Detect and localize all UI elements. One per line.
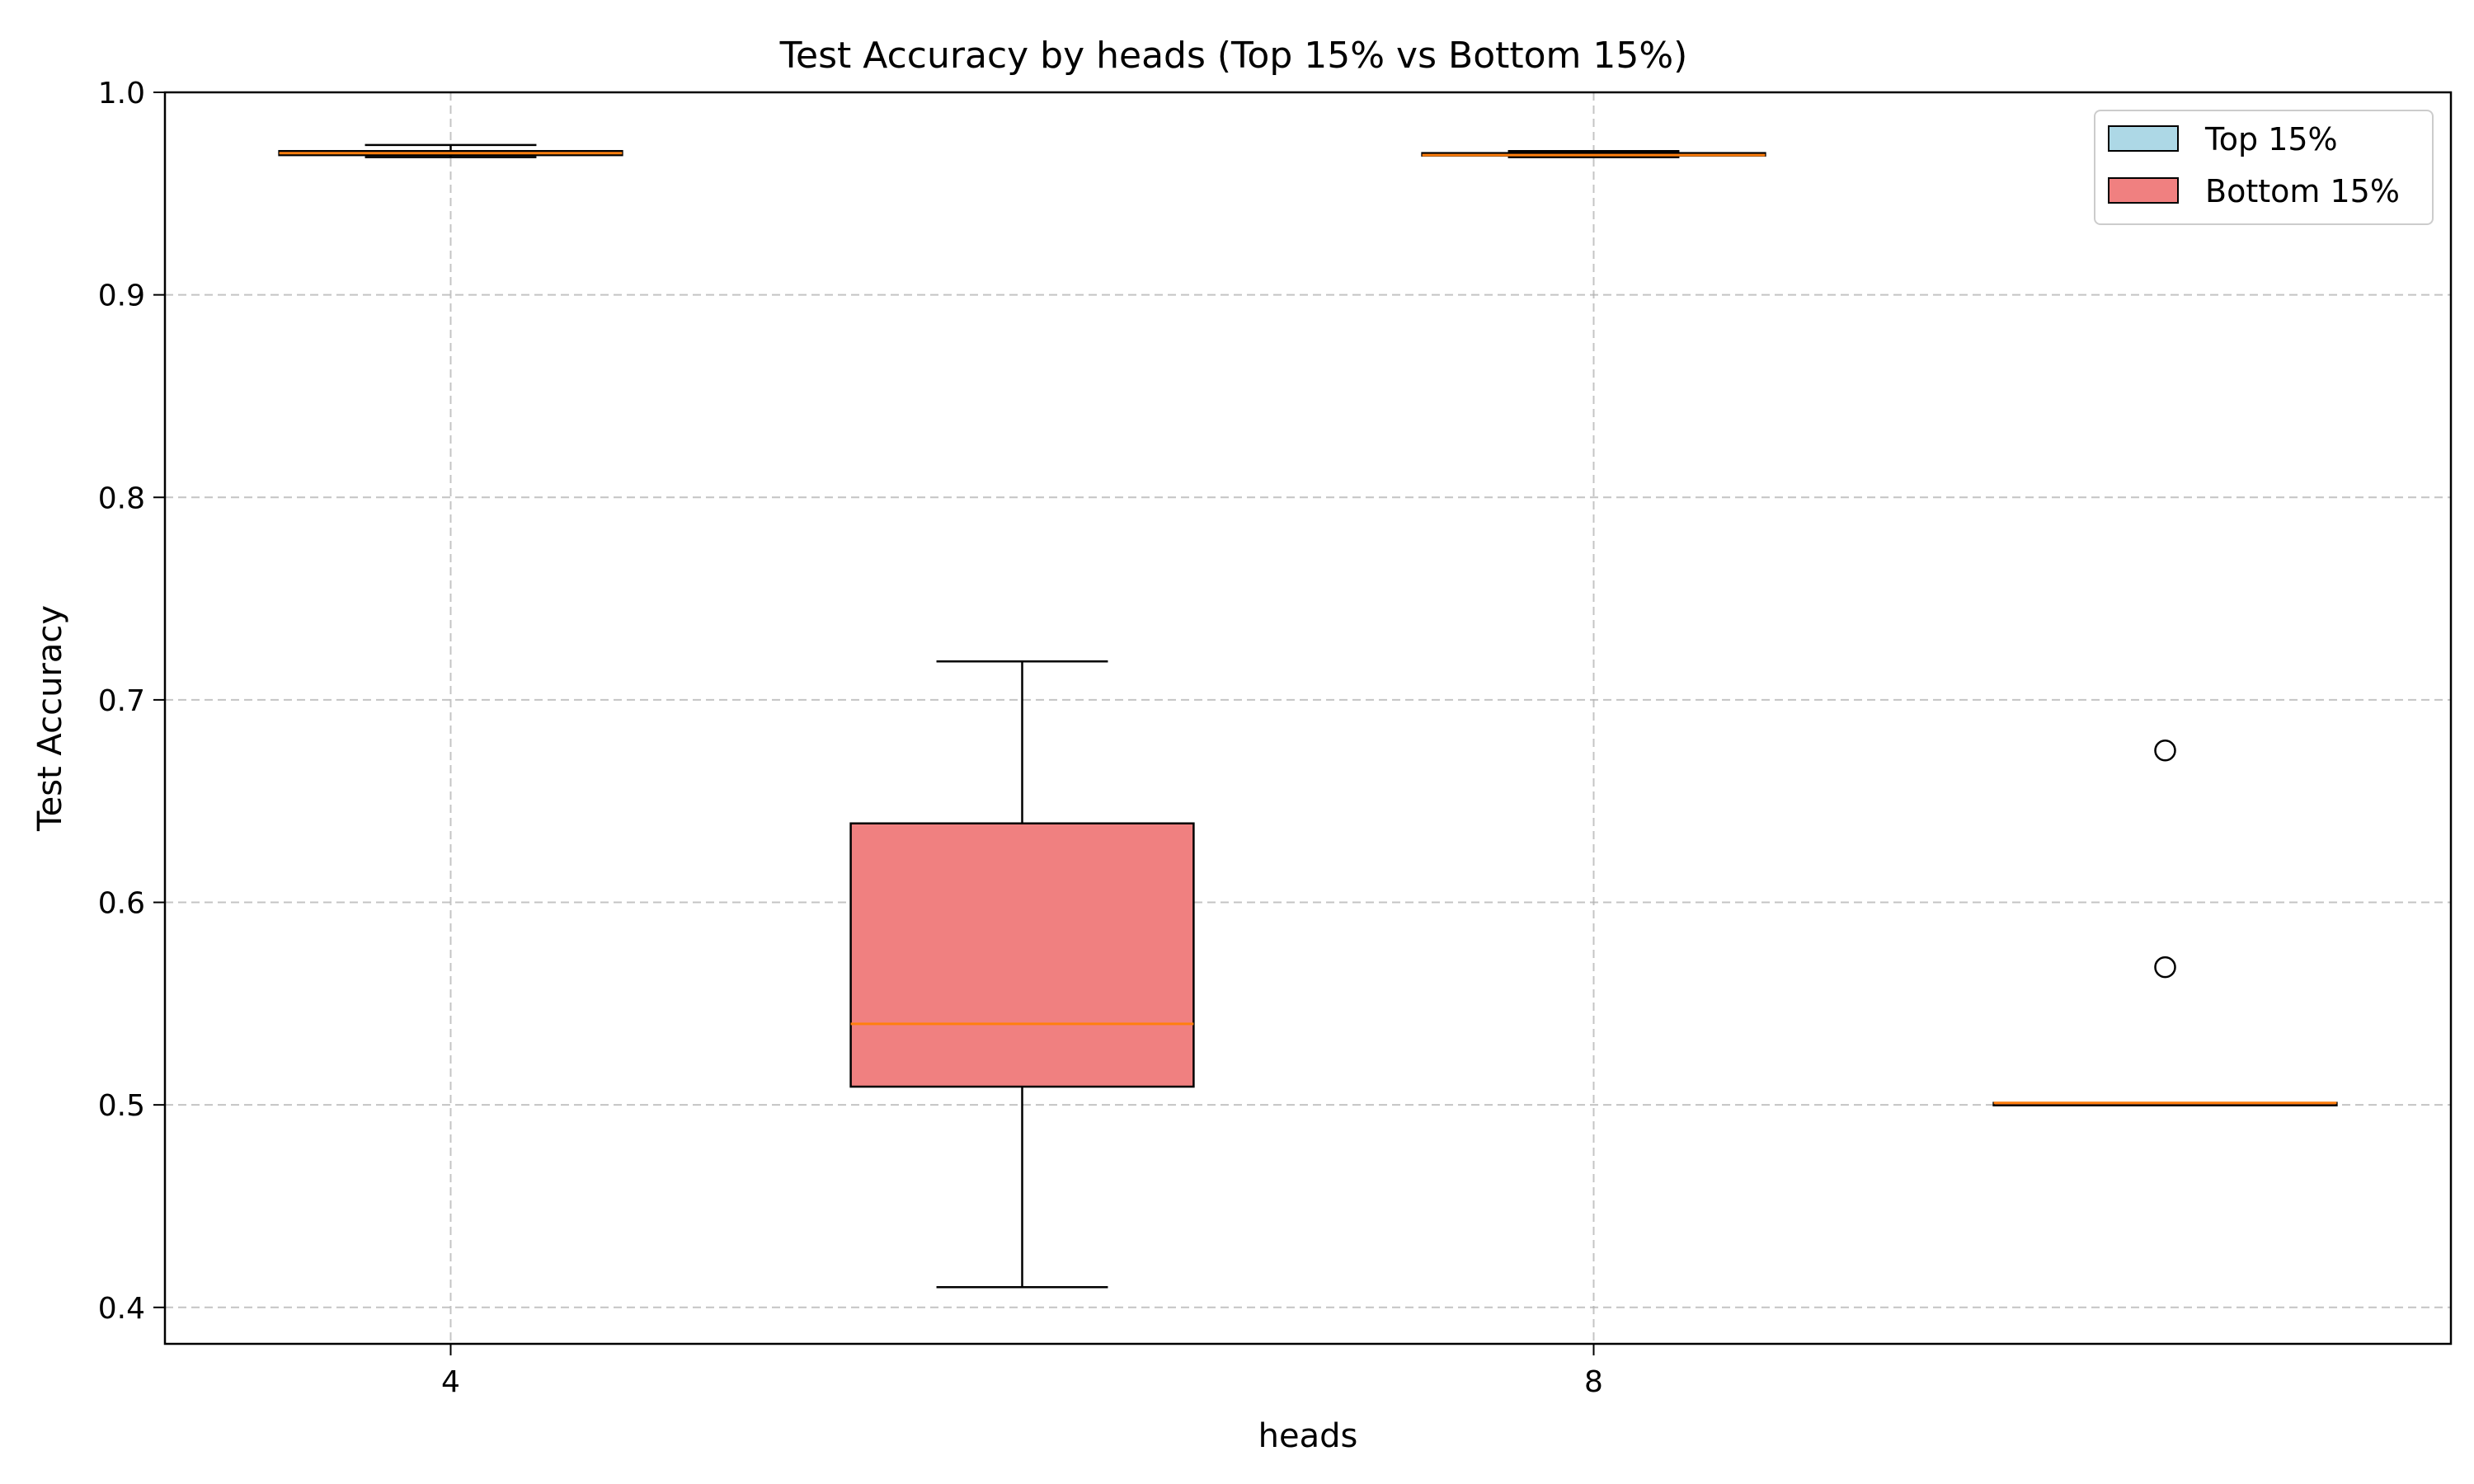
y-tick-label: 0.5	[98, 1089, 145, 1123]
legend-label-top: Top 15%	[2204, 121, 2338, 157]
y-axis-label: Test Accuracy	[31, 605, 69, 832]
box-bottom-heads-8	[1992, 740, 2338, 1106]
y-tick-label: 0.9	[98, 279, 145, 313]
x-tick-label: 4	[441, 1365, 460, 1399]
box-body	[849, 822, 1195, 1088]
x-tick-label: 8	[1584, 1365, 1603, 1399]
legend-label-bottom: Bottom 15%	[2205, 173, 2400, 209]
chart-title: Test Accuracy by heads (Top 15% vs Botto…	[779, 35, 1688, 77]
y-axis-ticks: 0.4 0.5 0.6 0.7 0.8 0.9 1.0	[98, 77, 165, 1326]
box-groups	[278, 143, 2338, 1289]
outlier-point	[2154, 740, 2176, 762]
box-bottom-heads-4	[849, 660, 1195, 1289]
y-tick-label: 0.4	[98, 1292, 145, 1326]
y-tick-label: 0.7	[98, 684, 145, 718]
box-top-heads-8	[1421, 149, 1766, 158]
legend-frame	[2094, 110, 2434, 225]
outlier-point	[2154, 956, 2176, 979]
x-axis-label: heads	[1258, 1417, 1358, 1455]
y-tick-label: 1.0	[98, 77, 145, 110]
legend-swatch-bottom	[2108, 177, 2179, 204]
legend: Top 15% Bottom 15%	[2094, 110, 2434, 225]
y-tick-label: 0.8	[98, 481, 145, 515]
box-top-heads-4	[278, 143, 623, 158]
plot-area-frame	[163, 91, 2453, 1345]
y-tick-label: 0.6	[98, 887, 145, 921]
legend-swatch-top	[2108, 125, 2179, 152]
